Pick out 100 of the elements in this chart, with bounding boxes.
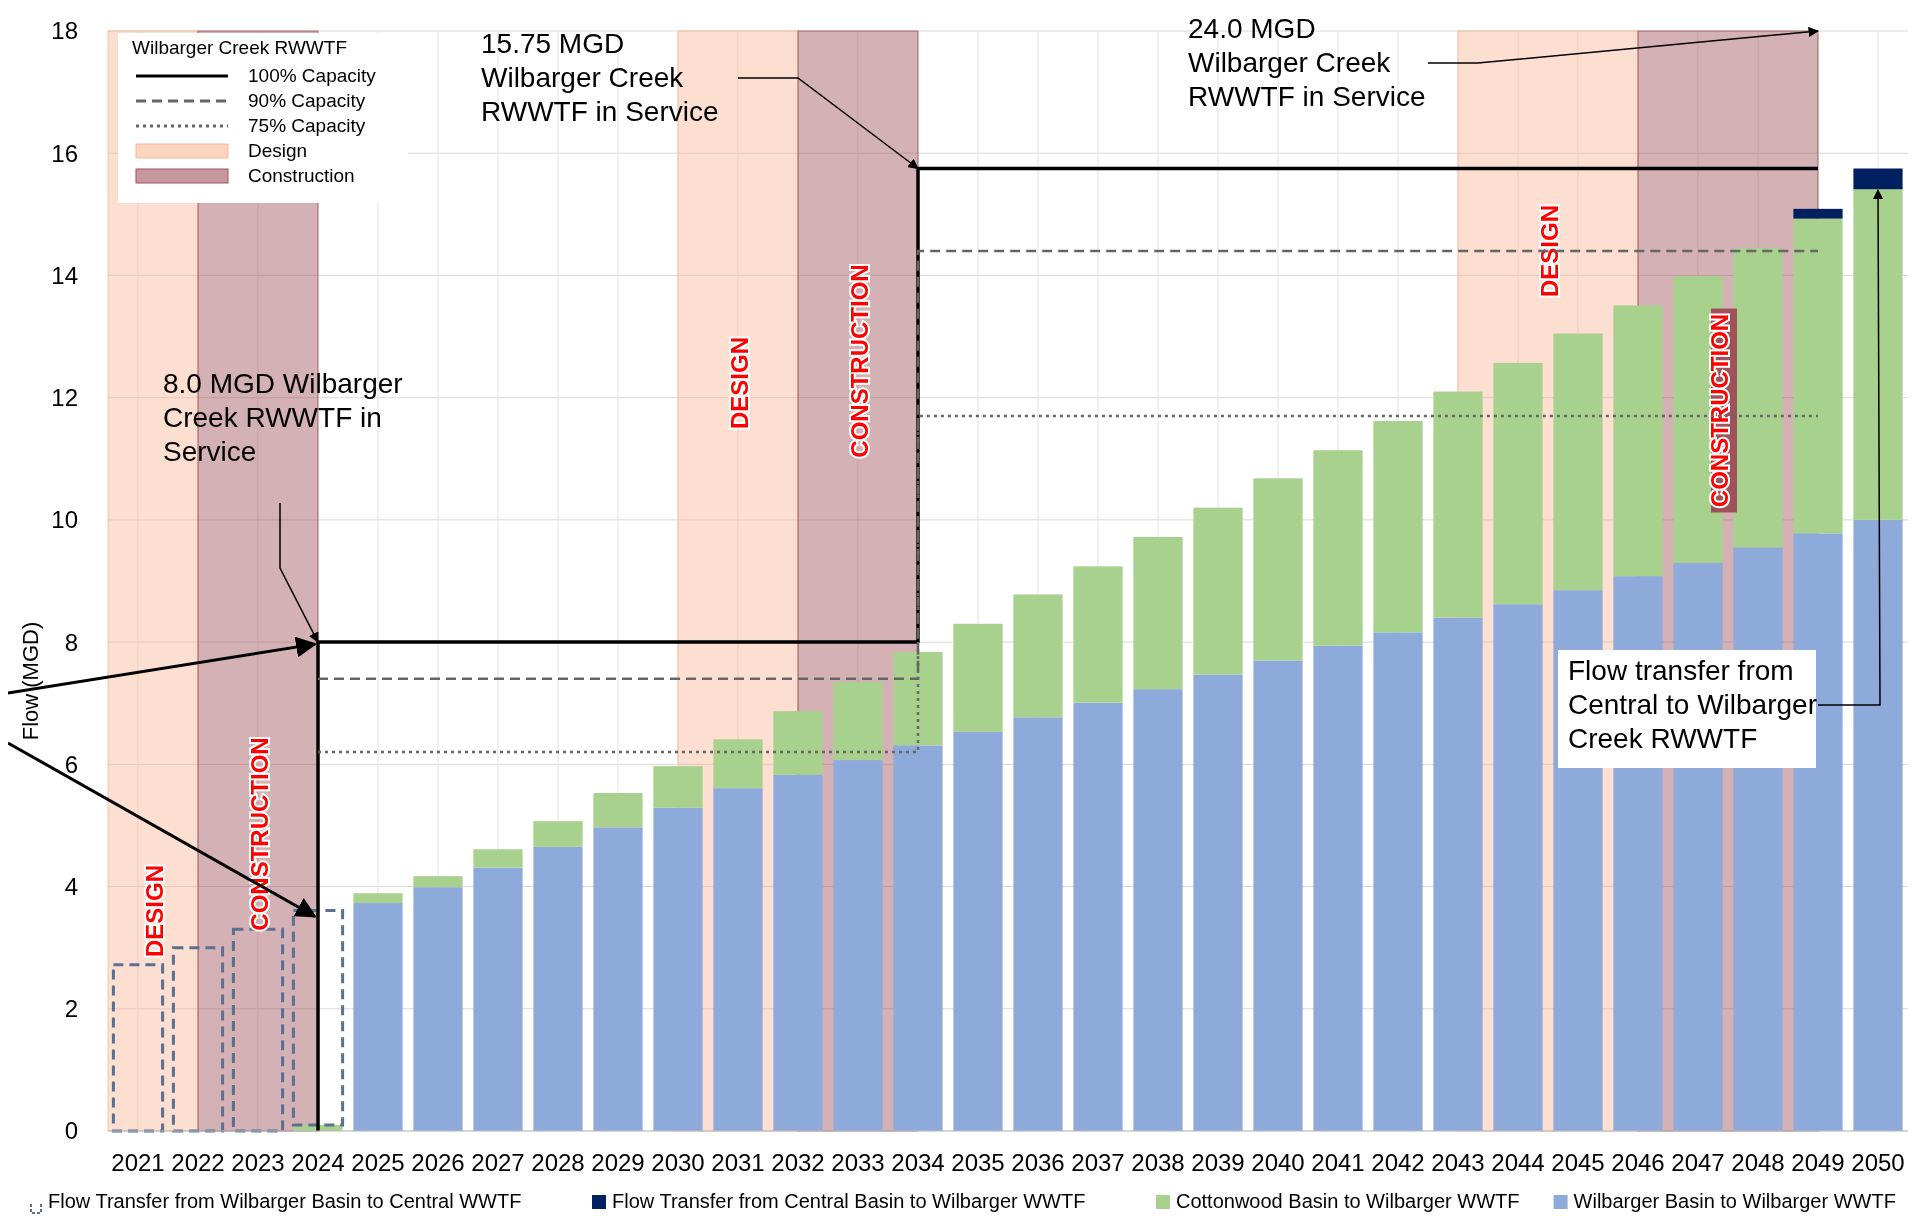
bar (171, 946, 225, 1133)
legend-label: Wilbarger Basin to Wilbarger WWTF (1573, 1190, 1896, 1212)
x-tick-label: 2035 (951, 1149, 1005, 1176)
bar (1493, 362, 1543, 605)
x-tick-label: 2021 (111, 1149, 165, 1176)
y-tick-label: 2 (64, 995, 78, 1023)
x-tick-label: 2028 (531, 1149, 585, 1176)
x-tick-label: 2049 (1791, 1149, 1845, 1176)
legend-label: Flow Transfer from Central Basin to Wilbarger WWTF (612, 1190, 1086, 1212)
x-tick-label: 2022 (171, 1149, 225, 1176)
bar (1133, 689, 1183, 1131)
y-tick-label: 4 (64, 872, 78, 900)
band-label: CONSTRUCTION (846, 264, 873, 458)
legend-title: Wilbarger Creek RWWTF (132, 37, 347, 58)
bar (653, 807, 703, 1131)
bar (473, 867, 523, 1131)
y-tick-label: 8 (64, 628, 78, 656)
bar (1313, 450, 1363, 646)
legend-label: 90% Capacity (248, 90, 366, 111)
bar (353, 893, 403, 904)
x-tick-label: 2024 (291, 1149, 345, 1176)
x-tick-label: 2050 (1851, 1149, 1905, 1176)
bar (713, 739, 763, 789)
annotation: 15.75 MGD Wilbarger Creek RWWTF in Service (481, 28, 719, 127)
annotation: Construction (248, 165, 355, 186)
bar (773, 774, 823, 1131)
bar (1253, 478, 1303, 661)
x-tick-label: 2042 (1371, 1149, 1425, 1176)
band-label: DESIGN (141, 864, 168, 958)
legend-label: Flow Transfer from Wilbarger Basin to Central WWTF (48, 1190, 522, 1212)
bar (593, 827, 643, 1131)
x-tick-label: 2030 (651, 1149, 705, 1176)
bar (1373, 420, 1423, 633)
bar (1853, 189, 1903, 520)
x-tick-label: 2040 (1251, 1149, 1305, 1176)
x-tick-label: 2033 (831, 1149, 885, 1176)
bar (413, 887, 463, 1131)
x-tick-label: 2039 (1191, 1149, 1245, 1176)
y-axis-title: Flow (MGD) (18, 621, 43, 741)
x-tick-label: 2043 (1431, 1149, 1485, 1176)
bar (953, 623, 1003, 732)
bar (833, 760, 883, 1131)
band-label: CONSTRUCTION (1706, 313, 1733, 508)
bar (413, 876, 463, 888)
bar (1073, 702, 1123, 1131)
y-tick-label: 12 (51, 384, 78, 412)
y-tick-label: 18 (51, 17, 78, 45)
bar (1193, 674, 1243, 1131)
bar (353, 903, 403, 1131)
x-tick-label: 2026 (411, 1149, 465, 1176)
band-label: DESIGN (1536, 204, 1563, 298)
bar (713, 788, 763, 1131)
bar (1133, 537, 1183, 690)
bar (1193, 507, 1243, 675)
x-tick-label: 2027 (471, 1149, 525, 1176)
bar (1433, 391, 1483, 618)
bar (291, 908, 345, 1127)
band-label: CONSTRUCTION (246, 737, 273, 931)
annotation: Flow transfer from Central to Wilbarger Creek RWWTF (1568, 655, 1817, 754)
x-tick-label: 2036 (1011, 1149, 1065, 1176)
x-tick-label: 2041 (1311, 1149, 1365, 1176)
x-tick-label: 2046 (1611, 1149, 1665, 1176)
annotation: 8.0 MGD Wilbarger Creek RWWTF in Service (163, 368, 403, 467)
legend-label: Cottonwood Basin to Wilbarger WWTF (1176, 1190, 1520, 1212)
bar (533, 846, 583, 1131)
legend-label: 100% Capacity (248, 65, 377, 86)
x-tick-label: 2044 (1491, 1149, 1545, 1176)
bar (1253, 660, 1303, 1131)
y-tick-label: 6 (64, 750, 78, 778)
x-tick-label: 2032 (771, 1149, 825, 1176)
bar (1313, 645, 1363, 1131)
x-tick-label: 2031 (711, 1149, 765, 1176)
annotation: Design (248, 140, 308, 161)
bar (1013, 717, 1063, 1131)
x-tick-label: 2048 (1731, 1149, 1785, 1176)
bar (953, 731, 1003, 1131)
bar (1793, 208, 1843, 219)
x-tick-label: 2025 (351, 1149, 405, 1176)
bar (1853, 519, 1903, 1131)
y-tick-label: 10 (51, 506, 78, 534)
bar (1793, 218, 1843, 534)
band-label: DESIGN (726, 336, 753, 430)
bar (473, 849, 523, 868)
x-tick-label: 2023 (231, 1149, 285, 1176)
bar (111, 963, 165, 1133)
bar (1613, 305, 1663, 577)
bar (893, 745, 943, 1131)
bar (593, 793, 643, 828)
bar (1013, 594, 1063, 718)
x-tick-label: 2037 (1071, 1149, 1125, 1176)
bar (833, 681, 883, 761)
y-tick-label: 14 (51, 261, 78, 289)
bar (533, 821, 583, 847)
bar (1073, 566, 1123, 703)
x-tick-label: 2038 (1131, 1149, 1185, 1176)
x-tick-label: 2045 (1551, 1149, 1605, 1176)
bar (1493, 604, 1543, 1131)
x-tick-label: 2029 (591, 1149, 645, 1176)
bar (773, 711, 823, 775)
annotation: 24.0 MGD Wilbarger Creek RWWTF in Service (1188, 13, 1426, 112)
